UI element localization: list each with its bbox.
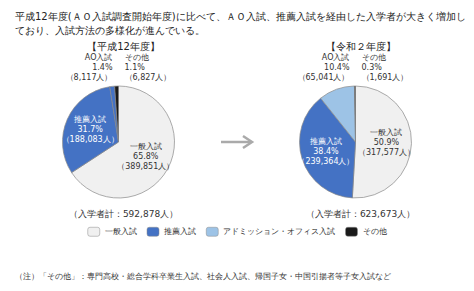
svg-text:（注）「その他」：専門高校・総合学科卒業生入試、社会人入試、: （注）「その他」：専門高校・総合学科卒業生入試、社会人入試、帰国子女・中国引揚者…: [15, 272, 391, 281]
svg-text:ており、入試方法の多様化が進んでいる。: ており、入試方法の多様化が進んでいる。: [15, 25, 205, 36]
svg-text:推薦入試: 推薦入試: [74, 115, 106, 124]
svg-text:（188,083人）: （188,083人）: [62, 135, 119, 144]
svg-text:31.7%: 31.7%: [77, 125, 103, 134]
svg-text:50.9%: 50.9%: [374, 138, 400, 147]
svg-text:その他: その他: [125, 53, 149, 62]
svg-text:1.4%: 1.4%: [92, 63, 113, 72]
svg-text:0.3%: 0.3%: [362, 63, 383, 72]
svg-text:1.1%: 1.1%: [125, 63, 146, 72]
svg-text:（239,364人）: （239,364人）: [297, 157, 354, 166]
svg-text:推薦入試: 推薦入試: [310, 137, 342, 146]
svg-text:（6,827人）: （6,827人）: [125, 73, 172, 82]
svg-text:AO入試: AO入試: [322, 53, 350, 62]
svg-text:（65,041人）: （65,041人）: [298, 73, 350, 82]
svg-text:38.4%: 38.4%: [313, 147, 339, 156]
svg-text:アドミッション・オフィス入試: アドミッション・オフィス入試: [223, 227, 335, 236]
svg-text:その他: その他: [363, 227, 387, 236]
svg-text:平成12年度(ＡＯ入試調査開始年度)に比べて、ＡＯ入試、推薦: 平成12年度(ＡＯ入試調査開始年度)に比べて、ＡＯ入試、推薦入試を経由した入学者…: [15, 11, 466, 22]
svg-text:（8,117人）: （8,117人）: [66, 73, 113, 82]
svg-text:【令和２年度】: 【令和２年度】: [326, 41, 396, 52]
svg-text:一般入試: 一般入試: [370, 128, 402, 137]
svg-text:（入学者計：592,878人）: （入学者計：592,878人）: [69, 209, 178, 219]
svg-text:一般入試: 一般入試: [130, 142, 162, 151]
svg-text:65.8%: 65.8%: [133, 152, 159, 161]
svg-text:（389,851人）: （389,851人）: [117, 162, 174, 171]
svg-text:（317,577人）: （317,577人）: [358, 148, 415, 157]
svg-text:推薦入試: 推薦入試: [164, 227, 196, 236]
svg-text:（入学者計：623,673人）: （入学者計：623,673人）: [306, 209, 415, 219]
svg-text:10.4%: 10.4%: [324, 63, 350, 72]
svg-text:一般入試: 一般入試: [105, 227, 137, 236]
svg-text:その他: その他: [362, 53, 386, 62]
svg-text:【平成12年度】: 【平成12年度】: [87, 41, 160, 52]
svg-text:AO入試: AO入試: [85, 53, 113, 62]
svg-text:（1,691人）: （1,691人）: [362, 73, 409, 82]
